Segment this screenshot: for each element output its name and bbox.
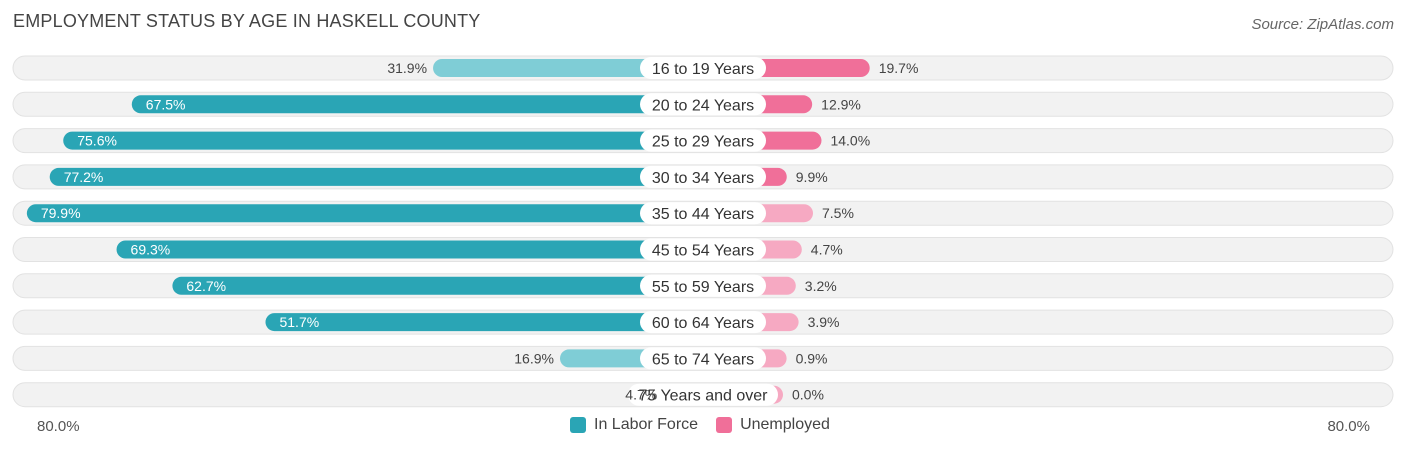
legend-swatch-unemployed xyxy=(716,417,733,433)
unemployed-value-label: 14.0% xyxy=(830,133,870,149)
labor-value-label: 67.5% xyxy=(146,96,186,112)
labor-value-label: 16.9% xyxy=(514,350,554,366)
unemployed-value-label: 9.9% xyxy=(796,169,828,185)
category-pill xyxy=(640,311,766,334)
category-pill xyxy=(628,383,778,406)
labor-value-label: 51.7% xyxy=(279,314,319,330)
labor-value-label: 75.6% xyxy=(77,133,117,149)
legend-label-labor: In Labor Force xyxy=(594,416,699,433)
legend-item-unemployed: Unemployed xyxy=(716,416,830,434)
labor-value-label: 79.9% xyxy=(41,205,81,221)
legend-label-unemployed: Unemployed xyxy=(740,416,830,433)
labor-bar xyxy=(26,204,703,223)
unemployed-value-label: 7.5% xyxy=(822,205,854,221)
unemployed-value-label: 0.0% xyxy=(792,387,824,403)
category-pill xyxy=(640,274,766,297)
category-label: 55 to 59 Years xyxy=(652,279,754,296)
category-label: 65 to 74 Years xyxy=(652,351,754,368)
chart-canvas: 16 to 19 Years 31.9% 19.7% 20 to 24 Years 67… xyxy=(12,55,1394,408)
labor-value-label: 69.3% xyxy=(131,242,171,258)
unemployed-value-label: 3.9% xyxy=(808,314,840,330)
labor-bar xyxy=(172,276,703,295)
labor-value-label: 62.7% xyxy=(186,278,226,294)
labor-bar xyxy=(265,313,703,332)
category-pill xyxy=(640,202,766,225)
labor-bar xyxy=(63,131,704,150)
category-label: 16 to 19 Years xyxy=(652,61,754,78)
category-label: 25 to 29 Years xyxy=(652,134,754,151)
chart-title: EMPLOYMENT STATUS BY AGE IN HASKELL COUN… xyxy=(13,11,481,31)
axis-label-left: 80.0% xyxy=(37,418,80,435)
category-pill xyxy=(640,93,766,116)
labor-bar xyxy=(49,167,703,186)
labor-bar xyxy=(116,240,703,259)
unemployed-value-label: 12.9% xyxy=(821,96,861,112)
labor-value-label: 31.9% xyxy=(387,60,427,76)
legend-swatch-labor xyxy=(570,417,586,433)
unemployed-value-label: 19.7% xyxy=(879,60,919,76)
unemployed-value-label: 3.2% xyxy=(805,278,837,294)
category-pill xyxy=(640,238,766,261)
category-label: 30 to 34 Years xyxy=(652,170,754,187)
category-pill xyxy=(640,347,766,370)
category-pill xyxy=(640,57,766,79)
category-label: 75 Years and over xyxy=(639,388,769,405)
category-label: 60 to 64 Years xyxy=(652,315,754,332)
labor-bar xyxy=(433,59,703,77)
axis-label-right: 80.0% xyxy=(1327,418,1370,435)
category-pill xyxy=(640,129,766,152)
category-label: 45 to 54 Years xyxy=(652,243,754,260)
labor-value-label: 4.7% xyxy=(625,387,657,403)
category-label: 35 to 44 Years xyxy=(652,206,754,223)
unemployed-value-label: 4.7% xyxy=(811,242,843,258)
legend: In Labor Force Unemployed xyxy=(570,416,848,434)
labor-bar xyxy=(131,95,703,114)
category-label: 20 to 24 Years xyxy=(652,97,754,114)
source-label: Source: ZipAtlas.com xyxy=(1251,16,1394,33)
legend-item-labor: In Labor Force xyxy=(570,416,698,434)
unemployed-value-label: 0.9% xyxy=(796,350,828,366)
category-pill xyxy=(640,165,766,188)
labor-value-label: 77.2% xyxy=(64,169,104,185)
